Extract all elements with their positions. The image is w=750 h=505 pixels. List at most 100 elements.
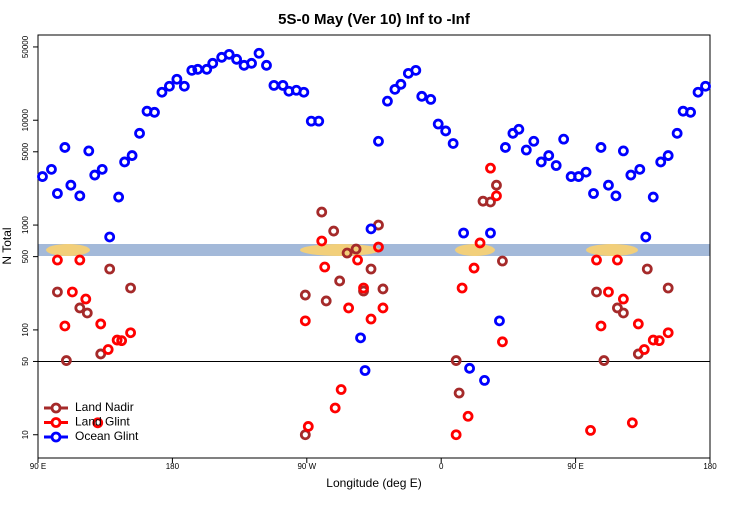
data-point: [298, 86, 310, 98]
data-point: [632, 318, 644, 330]
data-point: [46, 163, 57, 175]
data-point: [352, 254, 363, 266]
data-point: [81, 307, 93, 319]
data-point: [65, 179, 77, 191]
x-tick-label: 90 E: [30, 462, 46, 471]
data-point: [685, 106, 696, 118]
y-tick-label: 50000: [21, 35, 30, 58]
y-tick-label: 100: [21, 323, 30, 337]
data-point: [89, 169, 101, 181]
x-tick-label: 180: [703, 462, 717, 471]
data-point: [464, 362, 475, 374]
data-point: [625, 169, 637, 181]
data-point: [313, 115, 325, 127]
data-point: [92, 417, 104, 429]
data-point: [104, 231, 116, 243]
data-point: [603, 179, 614, 191]
data-point: [479, 374, 490, 386]
data-point: [350, 243, 362, 255]
data-point: [358, 282, 369, 294]
data-point: [329, 402, 341, 414]
data-point: [647, 191, 659, 203]
data-point: [638, 344, 650, 355]
data-point: [59, 142, 71, 153]
data-point: [591, 254, 602, 266]
data-point: [302, 421, 314, 432]
data-point: [201, 63, 213, 75]
data-point: [164, 80, 175, 92]
data-point: [655, 156, 667, 168]
data-point: [641, 263, 653, 275]
data-point: [617, 145, 629, 157]
legend-marker: [50, 417, 62, 428]
data-point: [588, 188, 599, 199]
x-tick-label: 0: [439, 462, 444, 471]
data-point: [125, 327, 136, 339]
data-point: [671, 127, 683, 139]
data-point: [102, 344, 114, 355]
data-point: [497, 255, 508, 267]
data-point: [416, 90, 428, 102]
data-point: [612, 302, 623, 314]
y-tick-label: 500: [21, 249, 30, 263]
data-point: [104, 263, 116, 275]
data-point: [355, 332, 366, 344]
land-shape: [300, 244, 380, 256]
data-point: [585, 425, 596, 436]
x-tick-label: 90 W: [297, 462, 316, 471]
data-point: [74, 190, 86, 202]
data-point: [261, 59, 272, 71]
data-point: [497, 336, 508, 348]
land-shape: [455, 244, 495, 256]
data-point: [52, 286, 63, 298]
data-point: [365, 263, 377, 275]
data-point: [277, 79, 289, 91]
data-point: [440, 125, 452, 137]
data-point: [520, 144, 532, 156]
data-point: [485, 162, 496, 174]
data-point: [178, 80, 190, 92]
data-point: [341, 247, 353, 259]
data-point: [74, 254, 86, 266]
y-tick-label: 50: [21, 356, 30, 365]
data-point: [83, 145, 95, 157]
data-point: [299, 289, 311, 301]
data-point: [299, 315, 311, 327]
data-point: [373, 135, 384, 147]
data-point: [453, 387, 465, 399]
data-point: [612, 254, 623, 266]
data-point: [450, 429, 462, 441]
data-point: [365, 223, 377, 235]
data-point: [231, 53, 243, 65]
data-point: [653, 335, 665, 347]
data-point: [491, 179, 502, 191]
data-point: [640, 231, 652, 243]
y-axis-label: N Total: [0, 227, 14, 264]
land-shape: [586, 244, 638, 256]
data-point: [373, 241, 384, 253]
data-point: [595, 142, 607, 153]
data-point: [494, 315, 505, 327]
data-point: [207, 57, 219, 69]
plot-frame: [37, 34, 711, 459]
data-point: [700, 80, 711, 92]
chart-title: 5S-0 May (Ver 10) Inf to -Inf: [278, 11, 471, 28]
data-point: [692, 86, 704, 98]
data-point: [37, 171, 48, 182]
data-point: [647, 334, 659, 346]
data-point: [328, 225, 340, 237]
data-point: [125, 282, 136, 294]
data-point: [316, 235, 328, 247]
data-point: [316, 206, 328, 218]
data-point: [528, 135, 540, 147]
legend-label: Ocean Glint: [75, 429, 139, 443]
data-point: [535, 156, 547, 168]
y-tick-label: 10: [21, 430, 30, 439]
data-point: [96, 163, 108, 175]
data-point: [662, 282, 674, 294]
data-point: [223, 48, 235, 60]
data-point: [410, 64, 422, 76]
data-point: [319, 261, 331, 273]
x-axis-label: Longitude (deg E): [326, 476, 421, 490]
